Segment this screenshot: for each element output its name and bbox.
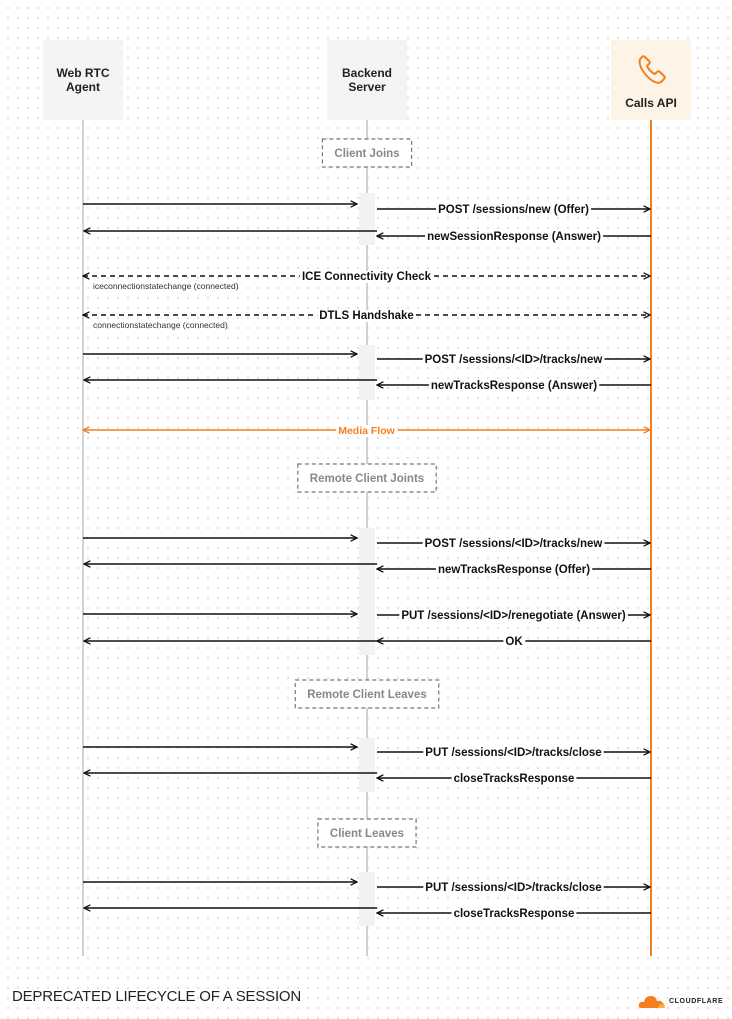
label-background — [451, 773, 577, 785]
message-label: PUT /sessions/<ID>/renegotiate (Answer) — [401, 610, 625, 622]
section-label: Client Leaves — [317, 818, 417, 848]
participant-label: Web RTC — [56, 66, 109, 80]
label-background — [423, 882, 604, 894]
activation-bar — [359, 193, 375, 245]
section-box — [297, 463, 437, 493]
activation-bar — [359, 738, 375, 792]
phone-icon — [638, 55, 666, 84]
cloudflare-logo: CLOUDFLARE — [638, 993, 723, 1009]
label-background — [423, 747, 604, 759]
message-label: POST /sessions/new (Offer) — [438, 204, 589, 216]
diagram-title: DEPRECATED LIFECYCLE OF A SESSION — [12, 988, 302, 1005]
label-background — [425, 231, 604, 243]
participant-label: Calls API — [625, 96, 677, 110]
participant-box — [43, 40, 123, 120]
activation-bar — [359, 872, 375, 926]
label-background — [399, 610, 628, 622]
section-label: Client Joins — [321, 138, 413, 168]
message-label: Media Flow — [338, 425, 395, 437]
message-arrow: DTLS Handshake connectionstatechange (con… — [83, 310, 650, 330]
activation-bar — [359, 345, 375, 400]
message-label: newSessionResponse (Answer) — [427, 231, 601, 243]
message-arrow: PUT /sessions/<ID>/renegotiate (Answer) — [377, 610, 650, 622]
message-label: POST /sessions/<ID>/tracks/new — [425, 354, 603, 366]
label-background — [336, 425, 398, 437]
message-arrow: ICE Connectivity Check iceconnectionstate… — [83, 271, 650, 291]
section-box — [294, 679, 440, 709]
participant-label: Server — [348, 80, 386, 94]
label-background — [436, 204, 592, 216]
message-arrow: newTracksResponse (Answer) — [377, 380, 651, 392]
label-background — [503, 636, 526, 648]
message-note: iceconnectionstatechange (connected) — [93, 281, 239, 291]
message-arrow: newSessionResponse (Answer) — [377, 231, 651, 243]
message-arrow: POST /sessions/<ID>/tracks/new — [377, 538, 650, 550]
message-arrow: PUT /sessions/<ID>/tracks/close — [377, 882, 650, 894]
message-label: OK — [505, 636, 523, 648]
message-note: connectionstatechange (connected) — [93, 320, 228, 330]
cloud-icon — [638, 996, 665, 1008]
participant-label: Backend — [342, 66, 392, 80]
participant-box — [327, 40, 407, 120]
label-background — [435, 564, 593, 576]
section-box — [321, 138, 413, 168]
message-label: closeTracksResponse — [454, 908, 575, 920]
section-box — [317, 818, 417, 848]
section-text: Remote Client Leaves — [307, 689, 427, 701]
label-background — [422, 354, 605, 366]
message-label: POST /sessions/<ID>/tracks/new — [425, 538, 603, 550]
message-label: newTracksResponse (Answer) — [431, 380, 597, 392]
message-label: DTLS Handshake — [319, 310, 414, 322]
participant-api: Calls API — [611, 40, 691, 956]
section-text: Remote Client Joints — [310, 473, 424, 485]
label-background — [422, 538, 605, 550]
label-background — [299, 271, 434, 283]
label-background — [451, 908, 577, 920]
message-arrow: Media Flow — [83, 425, 650, 437]
message-label: PUT /sessions/<ID>/tracks/close — [425, 747, 601, 759]
message-arrow: POST /sessions/new (Offer) — [377, 204, 650, 216]
section-text: Client Leaves — [330, 828, 404, 840]
section-text: Client Joins — [334, 148, 399, 160]
section-label: Remote Client Joints — [297, 463, 437, 493]
logo-text: CLOUDFLARE — [669, 997, 724, 1005]
message-arrow: PUT /sessions/<ID>/tracks/close — [377, 747, 650, 759]
message-arrow: newTracksResponse (Offer) — [377, 564, 651, 576]
message-arrow: POST /sessions/<ID>/tracks/new — [377, 354, 650, 366]
section-label: Remote Client Leaves — [294, 679, 440, 709]
message-label: closeTracksResponse — [454, 773, 575, 785]
label-background — [317, 310, 416, 322]
message-label: ICE Connectivity Check — [302, 271, 432, 283]
message-arrow: OK — [377, 636, 651, 648]
message-label: newTracksResponse (Offer) — [438, 564, 590, 576]
message-arrow: closeTracksResponse — [377, 908, 651, 920]
message-label: PUT /sessions/<ID>/tracks/close — [425, 882, 601, 894]
label-background — [428, 380, 600, 392]
activation-bar — [359, 528, 375, 655]
participant-label: Agent — [66, 80, 100, 94]
message-arrow: closeTracksResponse — [377, 773, 651, 785]
